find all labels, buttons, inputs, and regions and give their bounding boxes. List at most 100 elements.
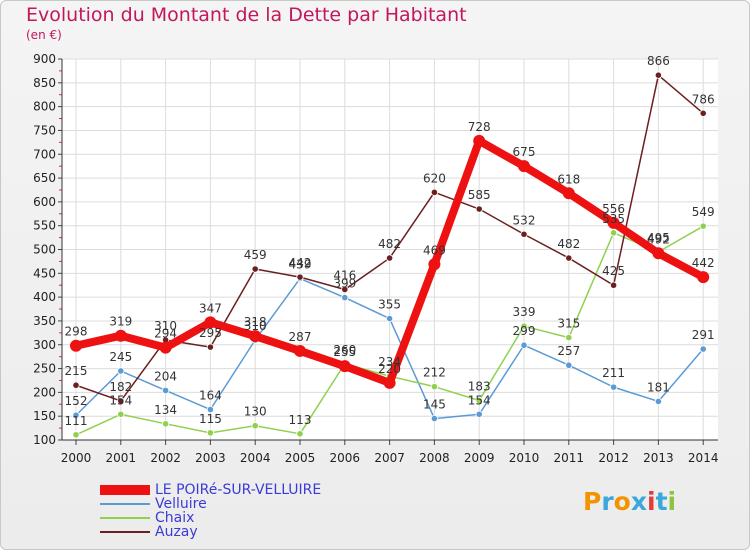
x-tick-label: 2011 xyxy=(554,451,585,465)
x-tick-label: 2005 xyxy=(285,451,316,465)
data-point-chaix xyxy=(699,222,707,230)
data-point-auzay xyxy=(296,273,304,281)
data-label-velluire: 164 xyxy=(199,389,222,403)
data-point-auzay xyxy=(699,109,707,117)
data-point-le-poir-sur-velluire xyxy=(518,160,530,173)
x-tick-label: 2003 xyxy=(195,451,226,465)
legend-label: Chaix xyxy=(155,510,195,526)
x-tick-label: 2000 xyxy=(61,451,92,465)
data-point-velluire xyxy=(206,405,214,414)
data-point-auzay xyxy=(654,71,663,79)
legend-swatch xyxy=(100,503,150,505)
data-label-velluire: 310 xyxy=(244,319,267,333)
logo-letter: i xyxy=(647,487,656,516)
data-point-le-poir-sur-velluire xyxy=(159,341,172,354)
data-label-chaix: 234 xyxy=(378,355,401,369)
data-point-velluire xyxy=(72,411,80,419)
x-tick-label: 2001 xyxy=(106,451,137,465)
data-label-le-poir-sur-velluire: 442 xyxy=(692,256,715,270)
data-point-chaix xyxy=(475,396,483,405)
x-tick-label: 2004 xyxy=(240,451,271,465)
y-tick-label: 250 xyxy=(33,362,56,376)
data-label-auzay: 585 xyxy=(468,188,491,202)
data-label-le-poir-sur-velluire: 347 xyxy=(199,301,222,315)
y-tick-label: 750 xyxy=(33,123,56,137)
data-point-le-poir-sur-velluire xyxy=(70,339,82,352)
data-label-auzay: 532 xyxy=(513,213,536,227)
y-tick-label: 350 xyxy=(33,314,56,328)
data-label-velluire: 211 xyxy=(602,366,625,380)
data-point-velluire xyxy=(475,410,483,418)
data-point-auzay xyxy=(609,281,618,289)
data-point-chaix xyxy=(296,430,304,438)
y-tick-label: 150 xyxy=(33,409,56,423)
data-point-le-poir-sur-velluire xyxy=(652,247,665,260)
data-point-auzay xyxy=(206,343,214,351)
data-point-le-poir-sur-velluire xyxy=(249,330,262,343)
x-tick-label: 2002 xyxy=(150,451,181,465)
data-label-le-poir-sur-velluire: 492 xyxy=(647,232,670,246)
data-label-auzay: 215 xyxy=(65,364,88,378)
proxiti-logo: Proxiti xyxy=(583,487,676,516)
x-tick-label: 2012 xyxy=(598,451,629,465)
data-label-le-poir-sur-velluire: 294 xyxy=(154,327,177,341)
data-point-velluire xyxy=(699,345,707,353)
legend-swatch xyxy=(100,517,150,519)
data-point-chaix xyxy=(72,431,80,439)
data-point-velluire xyxy=(565,361,573,369)
data-point-chaix xyxy=(117,410,125,418)
legend-label: Auzay xyxy=(155,524,198,540)
data-point-auzay xyxy=(520,230,528,238)
data-point-le-poir-sur-velluire xyxy=(338,360,351,373)
data-point-le-poir-sur-velluire xyxy=(562,187,575,200)
data-point-le-poir-sur-velluire xyxy=(607,216,620,229)
logo-letter: P xyxy=(583,487,602,516)
data-point-auzay xyxy=(565,254,573,262)
data-label-chaix: 115 xyxy=(199,412,222,426)
data-label-chaix: 134 xyxy=(154,403,177,417)
logo-letter: x xyxy=(630,487,647,516)
data-label-le-poir-sur-velluire: 298 xyxy=(65,325,88,339)
data-label-auzay: 482 xyxy=(378,237,401,251)
data-label-chaix: 183 xyxy=(468,379,491,393)
data-label-chaix: 113 xyxy=(289,413,312,427)
legend-swatch xyxy=(100,531,150,533)
y-tick-label: 500 xyxy=(33,243,56,257)
data-point-velluire xyxy=(162,386,170,395)
logo-letter: i xyxy=(667,487,677,516)
y-tick-label: 800 xyxy=(33,100,56,114)
data-label-chaix: 495 xyxy=(647,231,670,245)
data-point-chaix xyxy=(251,422,259,430)
data-point-velluire xyxy=(520,341,528,349)
legend-label: Velluire xyxy=(155,496,207,512)
data-label-velluire: 204 xyxy=(154,369,177,383)
data-label-le-poir-sur-velluire: 319 xyxy=(109,315,132,329)
y-tick-label: 300 xyxy=(33,338,56,352)
data-label-chaix: 315 xyxy=(557,317,580,331)
y-tick-label: 650 xyxy=(33,171,56,185)
data-label-le-poir-sur-velluire: 728 xyxy=(468,120,491,134)
data-label-auzay: 482 xyxy=(557,237,580,251)
data-label-velluire: 154 xyxy=(468,393,491,407)
data-label-auzay: 295 xyxy=(199,326,222,340)
data-label-velluire: 245 xyxy=(109,350,132,364)
y-tick-label: 400 xyxy=(33,290,56,304)
data-point-velluire xyxy=(654,397,663,406)
data-point-le-poir-sur-velluire xyxy=(473,134,486,147)
x-tick-label: 2013 xyxy=(643,451,674,465)
data-label-le-poir-sur-velluire: 220 xyxy=(378,362,401,376)
logo-letter: t xyxy=(655,487,668,516)
data-point-chaix xyxy=(162,420,170,428)
data-point-le-poir-sur-velluire xyxy=(383,376,396,389)
data-point-auzay xyxy=(430,188,438,196)
data-label-le-poir-sur-velluire: 675 xyxy=(513,145,536,159)
data-label-velluire: 145 xyxy=(423,398,446,412)
chart-title: Evolution du Montant de la Dette par Hab… xyxy=(26,4,467,26)
x-tick-label: 2008 xyxy=(419,451,450,465)
data-label-velluire: 152 xyxy=(65,394,88,408)
data-point-le-poir-sur-velluire xyxy=(294,344,306,357)
data-label-chaix: 549 xyxy=(692,205,715,219)
y-tick-label: 600 xyxy=(33,195,56,209)
y-tick-label: 450 xyxy=(33,266,56,280)
